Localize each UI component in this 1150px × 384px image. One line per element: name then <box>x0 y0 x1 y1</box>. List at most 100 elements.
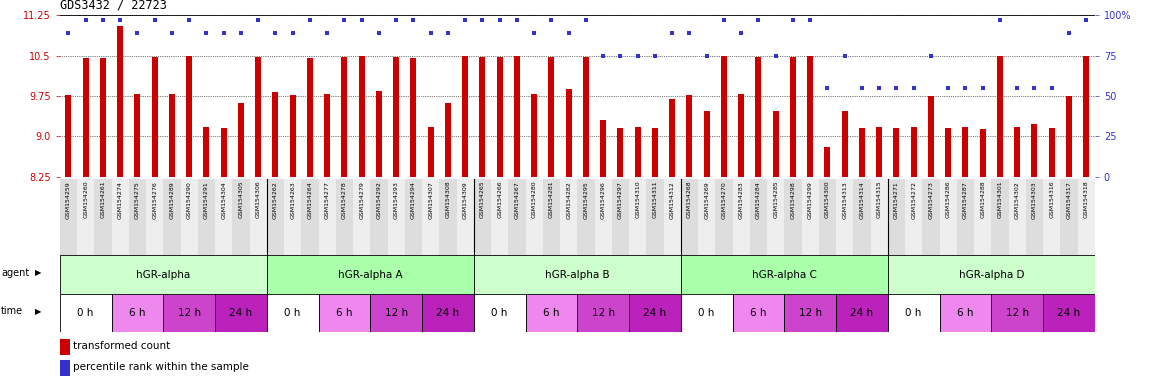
Text: GSM154306: GSM154306 <box>255 181 261 218</box>
Text: 6 h: 6 h <box>957 308 974 318</box>
Bar <box>635 127 641 177</box>
Bar <box>422 294 474 332</box>
Bar <box>577 294 629 332</box>
Text: GSM154272: GSM154272 <box>911 181 917 219</box>
Point <box>60 30 78 36</box>
Bar <box>163 294 215 332</box>
Bar <box>733 294 784 332</box>
Text: GSM154309: GSM154309 <box>462 181 468 218</box>
Text: GSM154268: GSM154268 <box>687 181 692 218</box>
Text: 24 h: 24 h <box>850 308 874 318</box>
Bar <box>681 179 698 255</box>
Text: GSM154310: GSM154310 <box>635 181 641 218</box>
Text: ▶: ▶ <box>34 268 41 277</box>
Text: GSM154288: GSM154288 <box>980 181 986 218</box>
Point <box>508 17 527 23</box>
Text: GSM154286: GSM154286 <box>945 181 951 218</box>
Point <box>388 17 406 23</box>
Point <box>491 17 509 23</box>
Text: GSM154295: GSM154295 <box>583 181 589 218</box>
Bar <box>997 56 1003 177</box>
Text: ▶: ▶ <box>34 306 41 316</box>
Bar <box>646 179 664 255</box>
Point <box>439 30 458 36</box>
Bar <box>715 179 733 255</box>
Point <box>129 30 147 36</box>
Bar <box>94 179 112 255</box>
Point <box>629 53 647 59</box>
Text: time: time <box>1 306 23 316</box>
Point <box>974 85 992 91</box>
Bar <box>324 94 330 177</box>
Bar <box>232 179 250 255</box>
Bar <box>169 94 175 177</box>
Bar <box>687 96 692 177</box>
Bar <box>215 294 267 332</box>
Text: GSM154293: GSM154293 <box>393 181 399 219</box>
Bar <box>1066 96 1072 177</box>
Text: GSM154292: GSM154292 <box>376 181 382 219</box>
Text: 0 h: 0 h <box>905 308 922 318</box>
Bar <box>963 127 968 177</box>
Point <box>664 30 682 36</box>
Text: GSM154298: GSM154298 <box>790 181 796 218</box>
Text: percentile rank within the sample: percentile rank within the sample <box>74 362 250 372</box>
Point <box>646 53 665 59</box>
Bar <box>474 179 491 255</box>
Bar <box>474 255 681 294</box>
Text: hGR-alpha B: hGR-alpha B <box>545 270 610 280</box>
Text: GSM154260: GSM154260 <box>83 181 89 218</box>
Bar <box>462 56 468 177</box>
Bar <box>474 294 526 332</box>
Bar <box>664 179 681 255</box>
Bar <box>353 179 370 255</box>
Point <box>1009 85 1027 91</box>
Point <box>250 17 268 23</box>
Bar <box>681 255 888 294</box>
Text: GSM154284: GSM154284 <box>756 181 761 218</box>
Bar <box>583 57 589 177</box>
Text: transformed count: transformed count <box>74 341 170 351</box>
Bar <box>871 179 888 255</box>
Text: GSM154314: GSM154314 <box>859 181 865 218</box>
Text: GSM154280: GSM154280 <box>531 181 537 218</box>
Point <box>181 17 199 23</box>
Bar <box>1043 294 1095 332</box>
Bar <box>566 89 572 177</box>
Text: GSM154275: GSM154275 <box>135 181 140 218</box>
Point <box>370 30 389 36</box>
Bar <box>60 255 267 294</box>
Point <box>336 17 354 23</box>
Point <box>991 17 1010 23</box>
Bar <box>629 179 646 255</box>
Bar <box>1043 179 1060 255</box>
Text: GSM154287: GSM154287 <box>963 181 968 218</box>
Text: GSM154264: GSM154264 <box>307 181 313 218</box>
Bar <box>457 179 474 255</box>
Bar <box>60 359 70 376</box>
Text: GSM154277: GSM154277 <box>324 181 330 219</box>
Bar <box>1014 127 1020 177</box>
Text: 0 h: 0 h <box>491 308 508 318</box>
Point <box>802 17 820 23</box>
Bar <box>370 294 422 332</box>
Bar <box>894 128 899 177</box>
Text: hGR-alpha: hGR-alpha <box>136 270 191 280</box>
Bar <box>388 179 405 255</box>
Bar <box>342 57 347 177</box>
Bar <box>991 294 1043 332</box>
Bar <box>445 103 451 177</box>
Text: GSM154270: GSM154270 <box>721 181 727 218</box>
Bar <box>790 57 796 177</box>
Text: GSM154279: GSM154279 <box>359 181 365 219</box>
Text: GSM154265: GSM154265 <box>480 181 485 218</box>
Bar <box>267 179 284 255</box>
Bar <box>1060 179 1078 255</box>
Bar <box>922 179 940 255</box>
Bar <box>704 111 710 177</box>
Bar <box>60 294 112 332</box>
Text: GSM154271: GSM154271 <box>894 181 899 218</box>
Text: GSM154308: GSM154308 <box>445 181 451 218</box>
Point <box>767 53 785 59</box>
Bar <box>905 179 922 255</box>
